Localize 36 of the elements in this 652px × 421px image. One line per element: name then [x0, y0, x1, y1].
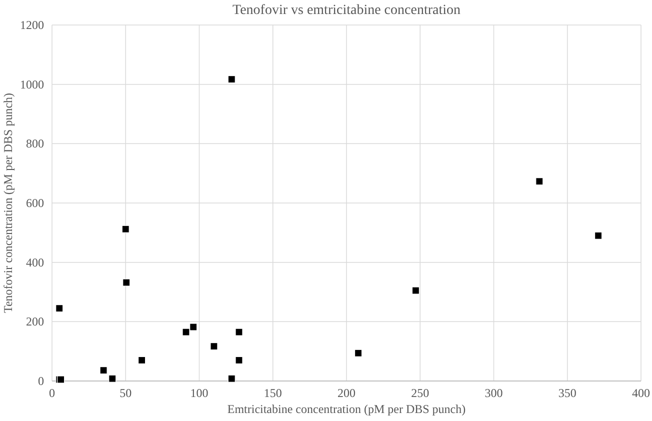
point	[100, 366, 108, 374]
point	[190, 323, 198, 331]
x-tick-label: 250	[411, 386, 430, 400]
point	[354, 349, 362, 357]
y-tick-label: 0	[38, 374, 44, 388]
point	[594, 232, 602, 240]
point	[228, 75, 236, 84]
point	[536, 178, 544, 186]
point	[56, 304, 64, 312]
point	[210, 342, 218, 350]
x-tick-label: 350	[558, 386, 576, 400]
y-axis-title: Tenofovir concentration (pM per DBS punch)	[1, 92, 15, 314]
point	[235, 328, 243, 336]
x-tick-label: 150	[264, 386, 282, 400]
y-tick-label: 1000	[20, 77, 44, 92]
point	[108, 374, 116, 382]
x-axis-title: Emtricitabine concentration (pM per DBS punch)	[227, 402, 466, 416]
y-tick-label: 200	[26, 314, 44, 329]
point	[122, 278, 130, 286]
point	[412, 286, 420, 294]
point	[228, 374, 236, 382]
x-tick-label: 300	[484, 386, 503, 400]
point	[235, 356, 243, 364]
point	[182, 328, 190, 336]
x-tick-label: 400	[632, 386, 650, 400]
x-tick-label: 100	[190, 386, 208, 400]
y-tick-label: 1200	[20, 18, 44, 32]
y-tick-label: 800	[26, 136, 44, 151]
point	[122, 225, 130, 233]
x-tick-label: 50	[120, 386, 132, 400]
x-tick-label: 200	[338, 386, 356, 400]
y-tick-label: 400	[26, 255, 44, 270]
point	[138, 356, 146, 364]
x-tick-label: 0	[49, 386, 55, 400]
chart-title: Tenofovir vs emtricitabine concentration	[232, 3, 460, 18]
y-tick-label: 600	[26, 196, 44, 210]
